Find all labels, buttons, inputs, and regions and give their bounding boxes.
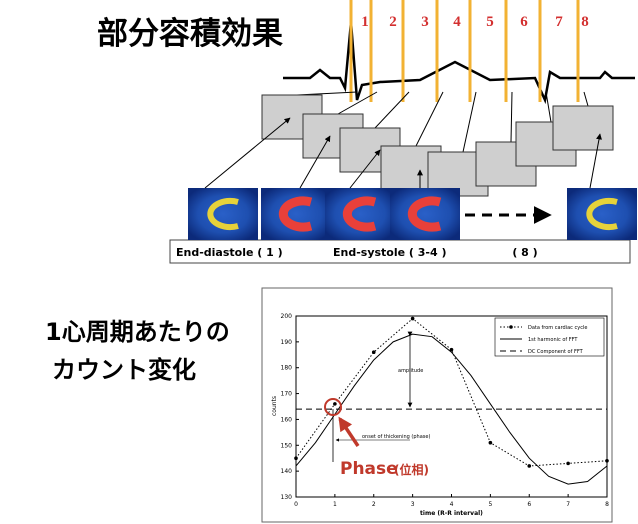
legend-label: 1st harmonic of FFT — [528, 337, 578, 343]
gate-number: 2 — [389, 14, 397, 30]
x-tick-label: 2 — [372, 501, 376, 508]
data-point — [372, 350, 376, 354]
connector — [511, 92, 512, 142]
data-point — [527, 464, 531, 468]
annotation: onset of thickening (phase) — [362, 434, 430, 440]
annotation: Phase — [340, 459, 398, 479]
connector — [416, 92, 443, 146]
data-point — [605, 459, 609, 463]
heart-image — [261, 188, 331, 240]
x-tick-label: 1 — [333, 501, 337, 508]
y-tick-label: 170 — [281, 391, 293, 398]
x-tick-label: 7 — [566, 501, 570, 508]
gate-number: 3 — [421, 14, 429, 30]
y-tick-label: 190 — [281, 339, 293, 346]
slide: 部分容積効果 1心周期あたりの カウント変化 1 2 3 4 5 6 7 8 End-diast… — [0, 0, 638, 524]
annotation: amplitude — [398, 368, 423, 374]
y-tick-label: 160 — [281, 416, 293, 423]
connector — [375, 92, 409, 128]
connector — [546, 92, 551, 122]
data-point — [489, 441, 493, 445]
ecg-trace — [283, 22, 635, 100]
phase-label: End-diastole ( 1 ) — [176, 246, 283, 259]
data-point — [566, 462, 570, 466]
data-point — [411, 317, 415, 321]
phase-label: End-systole ( 3-4 ) — [333, 246, 447, 259]
y-axis-label: counts — [271, 396, 278, 416]
phase-label: ( 8 ) — [512, 246, 537, 259]
x-tick-label: 6 — [527, 501, 531, 508]
connector — [584, 92, 588, 106]
gate-number: 7 — [555, 14, 563, 30]
side-text: 1心周期あたりの — [45, 318, 230, 346]
y-tick-label: 140 — [281, 468, 293, 475]
y-tick-label: 130 — [281, 494, 293, 501]
x-tick-label: 0 — [294, 501, 298, 508]
legend-label: Data from cardiac cycle — [528, 325, 587, 331]
x-axis-label: time (R-R interval) — [420, 510, 483, 517]
arrow — [205, 118, 290, 188]
y-tick-label: 150 — [281, 442, 293, 449]
gate-number: 6 — [520, 14, 528, 30]
data-point — [294, 456, 298, 460]
side-text: カウント変化 — [52, 356, 196, 384]
gated-diagram — [283, 22, 635, 100]
gate-number: 1 — [361, 14, 369, 30]
heart-image — [188, 188, 258, 240]
legend-marker — [509, 325, 513, 329]
slide-title: 部分容積効果 — [97, 16, 283, 52]
x-tick-label: 8 — [605, 501, 609, 508]
x-tick-label: 5 — [488, 501, 492, 508]
heart-image — [390, 188, 460, 240]
image-frame — [553, 106, 613, 150]
data-point — [333, 402, 337, 406]
gate-number: 5 — [486, 14, 494, 30]
x-tick-label: 3 — [411, 501, 415, 508]
heart-image — [567, 188, 637, 240]
gate-number: 4 — [453, 14, 461, 30]
y-tick-label: 180 — [281, 365, 293, 372]
page: 部分容積効果 1心周期あたりの カウント変化 1 2 3 4 5 6 7 8 End-diast… — [0, 0, 638, 524]
legend-label: DC Component of FFT — [528, 349, 584, 355]
gate-number: 8 — [581, 14, 589, 30]
y-tick-label: 200 — [281, 313, 293, 320]
heart-image — [325, 188, 395, 240]
x-tick-label: 4 — [450, 501, 454, 508]
annotation: (位相) — [394, 462, 429, 477]
